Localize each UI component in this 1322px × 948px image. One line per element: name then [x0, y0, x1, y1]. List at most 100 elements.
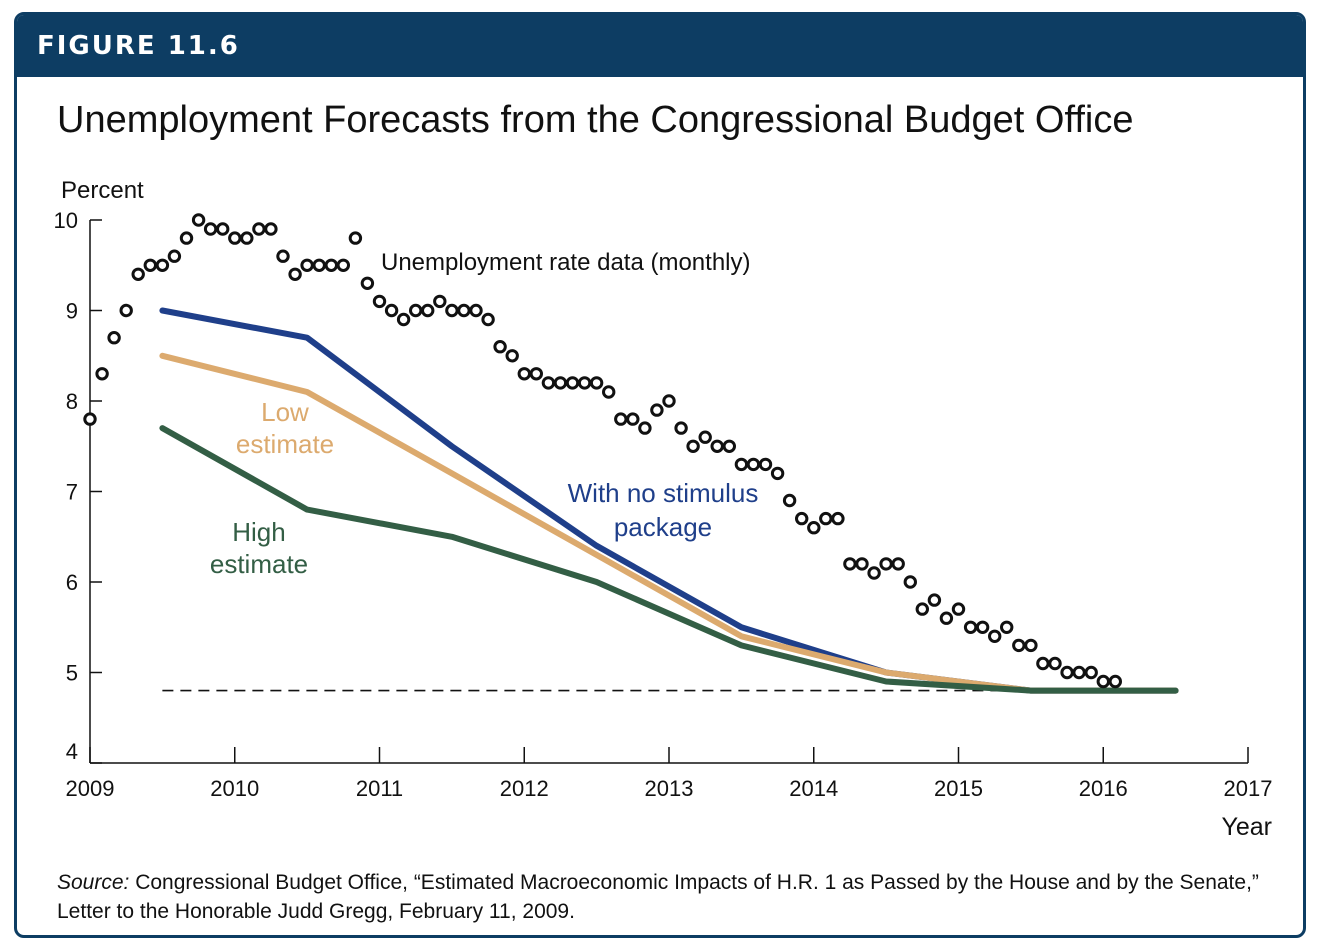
y-axis-title: Percent: [61, 177, 144, 204]
y-tick-label: 10: [54, 208, 78, 233]
x-tick-label: 2016: [1079, 776, 1128, 801]
monthly-data-point: [758, 457, 773, 472]
monthly-data-point: [867, 566, 881, 580]
monthly-data-point: [903, 575, 917, 589]
monthly-data-point: [1060, 665, 1074, 680]
monthly-data-point: [131, 267, 145, 281]
monthly-data-point: [698, 430, 712, 444]
monthly-data-point: [409, 303, 423, 318]
monthly-data-point: [782, 493, 797, 508]
figure-title: Unemployment Forecasts from the Congress…: [57, 99, 1134, 141]
figure-banner: FIGURE 11.6: [17, 15, 1303, 77]
monthly-data-point: [722, 439, 736, 453]
monthly-data-point: [481, 312, 495, 327]
x-tick-label: 2015: [934, 776, 983, 801]
monthly-data-point: [734, 457, 749, 472]
monthly-data-point: [396, 312, 411, 327]
x-tick-label: 2010: [210, 776, 259, 801]
monthly-data-point: [252, 222, 266, 236]
x-tick-label: 2014: [789, 776, 838, 801]
monthly-data-point: [312, 258, 326, 272]
monthly-data-point: [155, 258, 170, 272]
monthly-data-point: [988, 629, 1002, 643]
monthly-data-point: [107, 331, 121, 345]
monthly-data-point: [433, 294, 447, 309]
monthly-data-point: [1096, 674, 1111, 689]
figure-source: Source: Congressional Budget Office, “Es…: [57, 868, 1277, 926]
monthly-data-point: [228, 231, 242, 245]
monthly-data-point: [541, 376, 556, 390]
series-label: estimate: [210, 549, 308, 579]
y-tick-label: 5: [66, 661, 78, 686]
monthly-data-point: [626, 412, 640, 426]
monthly-data-point: [288, 267, 302, 281]
monthly-data-point: [1072, 665, 1086, 680]
monthly-data-point: [83, 412, 97, 426]
monthly-data-point: [505, 349, 519, 363]
monthly-data-point: [963, 620, 978, 634]
monthly-data-point: [927, 593, 942, 607]
monthly-data-point: [493, 340, 507, 354]
monthly-data-point: [710, 439, 724, 453]
monthly-data-point: [614, 412, 628, 426]
monthly-data-point: [264, 222, 278, 236]
monthly-data-point: [553, 376, 568, 390]
monthly-data-point: [276, 249, 290, 263]
monthly-data-point: [879, 557, 893, 571]
series-label: Low: [261, 397, 309, 427]
monthly-data-point: [891, 557, 905, 571]
monthly-data-point: [807, 521, 821, 535]
monthly-data-point: [795, 511, 809, 526]
monthly-data-point: [529, 367, 543, 381]
monthly-data-point: [457, 303, 471, 318]
y-tick-label: 8: [66, 389, 78, 414]
monthly-data-point: [602, 385, 616, 399]
monthly-data-point: [746, 457, 761, 472]
monthly-data-point: [191, 213, 206, 227]
source-prefix: Source:: [57, 871, 130, 894]
monthly-data-point: [915, 602, 929, 616]
series-line-high-estimate: [159, 425, 1179, 694]
monthly-data-point: [348, 231, 363, 245]
monthly-data-point: [216, 222, 230, 236]
series-label: High: [232, 517, 285, 547]
monthly-data-point: [662, 394, 676, 408]
monthly-data-point: [1108, 674, 1123, 689]
monthly-data-point: [167, 249, 182, 263]
series-label: With no stimulus: [568, 478, 759, 508]
monthly-data-point: [372, 294, 387, 309]
monthly-data-point: [336, 258, 350, 272]
monthly-data-point: [203, 222, 218, 236]
monthly-data-point: [686, 439, 700, 453]
monthly-data-point: [143, 258, 158, 272]
y-tick-label: 6: [66, 570, 78, 595]
monthly-data-point: [324, 258, 338, 272]
monthly-data-point: [119, 303, 133, 318]
monthly-data-point: [674, 421, 688, 435]
y-tick-label: 4: [66, 739, 78, 764]
series-label: package: [614, 512, 712, 542]
monthly-data-point: [975, 620, 990, 634]
figure-label: FIGURE 11.6: [37, 31, 240, 61]
monthly-data-point: [360, 276, 375, 290]
monthly-data-point: [819, 511, 833, 526]
monthly-data-point: [939, 611, 954, 625]
monthly-data-point: [951, 602, 966, 616]
x-tick-label: 2017: [1224, 776, 1273, 801]
monthly-data-point: [517, 367, 531, 381]
monthly-data-point: [445, 303, 459, 318]
figure-frame: FIGURE 11.6 Unemployment Forecasts from …: [14, 12, 1306, 938]
source-text: Congressional Budget Office, “Estimated …: [57, 871, 1259, 923]
monthly-data-point: [1024, 638, 1038, 653]
monthly-data-point: [1000, 620, 1014, 634]
monthly-data-point: [384, 303, 399, 318]
monthly-data-point: [855, 557, 869, 571]
monthly-data-point: [577, 376, 592, 390]
monthly-data-point: [1036, 656, 1050, 671]
monthly-data-point: [589, 376, 604, 390]
x-tick-label: 2009: [66, 776, 115, 801]
monthly-data-point: [638, 421, 652, 435]
monthly-data-point: [1048, 656, 1062, 671]
y-tick-label: 7: [66, 480, 78, 505]
